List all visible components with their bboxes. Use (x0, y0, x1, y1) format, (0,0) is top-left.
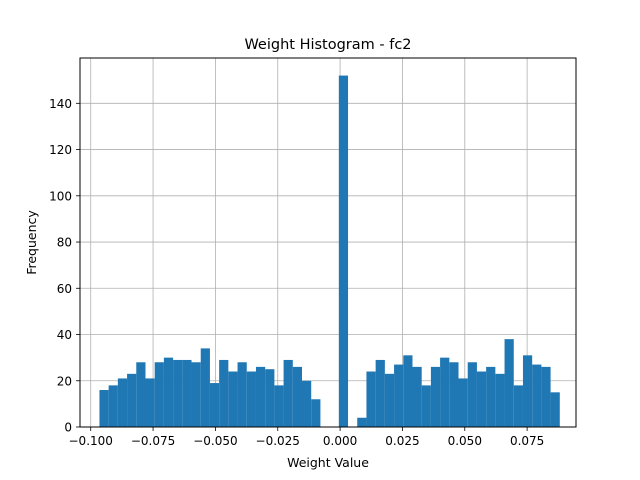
plot-frame (79, 57, 577, 428)
histogram-bar (117, 378, 128, 427)
histogram-bar (449, 362, 459, 427)
histogram-bar (532, 364, 542, 427)
x-tick-label: −0.100 (69, 434, 113, 448)
histogram-bar (200, 348, 210, 427)
histogram-bar (476, 371, 487, 427)
histogram-bar (421, 385, 431, 427)
histogram-bar (467, 362, 477, 427)
histogram-bar (357, 417, 367, 427)
histogram-bar (495, 373, 505, 427)
histogram-bar (219, 359, 229, 427)
histogram-bar (458, 378, 468, 427)
x-tick-label: 0.000 (323, 434, 357, 448)
y-tick-label: 80 (57, 236, 72, 250)
x-tick-label: −0.075 (131, 434, 175, 448)
histogram-bar (384, 373, 395, 427)
histogram-bar (504, 339, 514, 427)
y-axis-ticks: 0 20 40 60 80 100 120 140 (49, 97, 80, 435)
histogram-bar (541, 366, 551, 427)
histogram-bar (513, 385, 523, 427)
x-tick-label: −0.025 (256, 434, 300, 448)
y-tick-label: 140 (49, 97, 72, 111)
histogram-bar (375, 359, 385, 427)
histogram-bar (182, 359, 192, 427)
y-tick-label: 100 (49, 189, 72, 203)
chart-title: Weight Histogram - fc2 (244, 37, 411, 53)
histogram-bar (292, 366, 303, 427)
histogram-bar (145, 378, 155, 427)
histogram-bar (163, 357, 174, 427)
histogram-bar (394, 364, 404, 427)
histogram-bar (283, 359, 293, 427)
x-axis-ticks: −0.100 −0.075 −0.050 −0.025 0.000 0.025 0.050 0… (69, 427, 544, 448)
histogram-bar (246, 371, 256, 427)
histogram-bar (228, 371, 238, 427)
histogram-bar (486, 366, 496, 427)
histogram-bars (99, 75, 560, 428)
histogram-bar (265, 369, 275, 427)
histogram-bar (209, 383, 220, 427)
histogram-bar (154, 362, 164, 427)
histogram-bar (311, 399, 321, 427)
x-axis-label: Weight Value (287, 455, 369, 470)
x-tick-label: 0.075 (510, 434, 544, 448)
x-tick-label: 0.025 (385, 434, 419, 448)
y-axis-label: Frequency (24, 210, 39, 275)
histogram-bar (302, 380, 312, 427)
histogram-bar (127, 373, 137, 427)
histogram-bar (403, 355, 413, 427)
histogram-bar (550, 392, 560, 427)
y-tick-label: 40 (57, 328, 72, 342)
histogram-bar (108, 385, 118, 427)
histogram-bar (255, 366, 266, 427)
histogram-bar (522, 355, 533, 427)
histogram-bar (412, 366, 422, 427)
x-tick-label: 0.050 (448, 434, 482, 448)
y-tick-label: 0 (64, 421, 72, 435)
histogram-bar (430, 366, 441, 427)
histogram-bar (366, 371, 376, 427)
y-tick-label: 120 (49, 143, 72, 157)
y-tick-label: 20 (57, 374, 72, 388)
histogram-bar (136, 362, 146, 427)
histogram-bar (173, 359, 183, 427)
y-tick-label: 60 (57, 282, 72, 296)
histogram-bar (191, 362, 201, 427)
histogram-bar (99, 390, 109, 427)
histogram-bar (440, 357, 450, 427)
histogram-bar (237, 362, 247, 427)
x-tick-label: −0.050 (193, 434, 237, 448)
histogram-bar (338, 75, 349, 428)
histogram-bar (274, 385, 284, 427)
